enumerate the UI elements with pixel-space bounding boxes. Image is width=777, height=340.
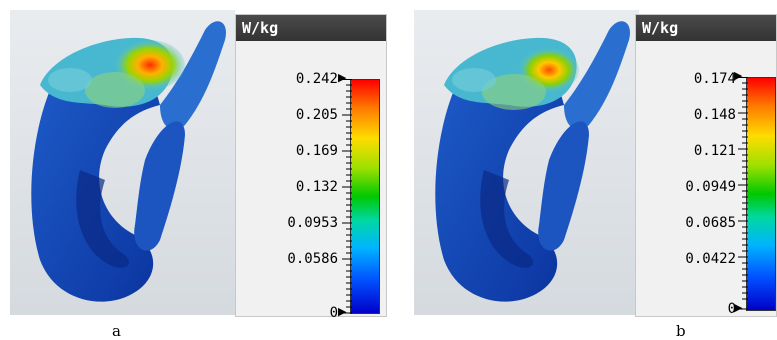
tick-label-b-3: 0.0949 (685, 179, 736, 195)
colorbar-ticks-a (342, 79, 352, 314)
tick-label-a-3: 0.132 (295, 179, 338, 195)
caption-b: b (676, 322, 686, 340)
tick-label-b-2: 0.121 (693, 143, 736, 159)
colorbar-a (350, 79, 380, 314)
legend-unit-a: W/kg (236, 15, 386, 41)
tick-label-a-2: 0.169 (295, 143, 338, 159)
min-marker-icon-a: ▶ (338, 305, 347, 318)
caption-a: a (112, 322, 121, 340)
max-marker-icon-a: ▶ (338, 71, 347, 84)
min-marker-icon-b: ▶ (734, 301, 743, 314)
tick-label-a-6: 0 (329, 305, 338, 321)
legend-body-a: 0.242 0.205 0.169 0.132 0.0953 0.0586 0 … (236, 41, 386, 321)
sar-render-a (10, 10, 235, 315)
tick-label-a-4: 0.0953 (287, 215, 338, 231)
colorbar-legend-a: W/kg 0.242 0.205 0.169 0.132 0.0953 0.05… (235, 14, 387, 321)
tick-label-b-0: 0.174 (693, 71, 736, 87)
tick-label-a-0: 0.242 (295, 71, 338, 87)
tick-label-b-6: 0 (727, 301, 736, 317)
tick-label-b-5: 0.0422 (685, 251, 736, 267)
colorbar-legend-b: W/kg 0.174 0.148 0.121 0.0949 0.0685 0.0… (635, 14, 777, 317)
hand-model-b (435, 21, 630, 302)
tick-label-a-5: 0.0586 (287, 251, 338, 267)
max-marker-icon-b: ▶ (734, 69, 743, 82)
colorbar-b (746, 77, 776, 311)
tick-label-b-1: 0.148 (693, 107, 736, 123)
colorbar-ticks-b (738, 77, 748, 310)
legend-body-b: 0.174 0.148 0.121 0.0949 0.0685 0.0422 0… (636, 41, 776, 317)
legend-unit-b: W/kg (636, 15, 776, 41)
sar-render-b (414, 10, 639, 315)
tick-label-a-1: 0.205 (295, 107, 338, 123)
hand-model-a (31, 21, 226, 302)
tick-label-b-4: 0.0685 (685, 215, 736, 231)
